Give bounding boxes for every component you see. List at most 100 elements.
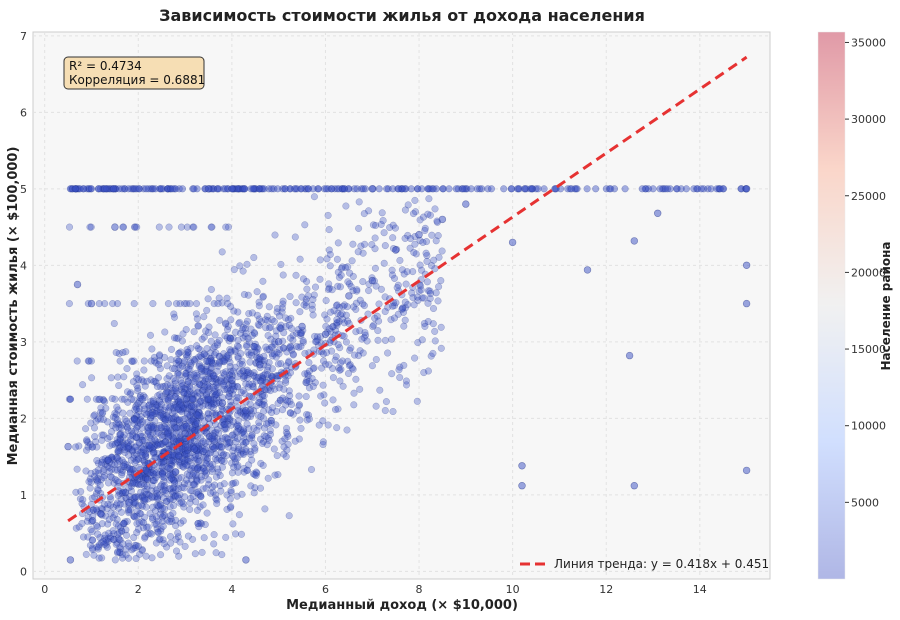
data-point <box>293 407 301 415</box>
data-point <box>76 495 84 503</box>
data-point <box>160 540 168 548</box>
data-point <box>239 267 247 275</box>
data-point <box>138 444 146 452</box>
data-point <box>251 330 259 338</box>
data-point <box>415 231 423 239</box>
data-point <box>347 282 355 291</box>
data-point <box>194 322 202 330</box>
data-point <box>349 272 357 280</box>
data-point <box>265 303 273 311</box>
data-point <box>195 462 203 470</box>
data-point <box>192 375 200 383</box>
data-point <box>227 487 235 495</box>
data-point <box>116 543 124 551</box>
data-point <box>205 449 213 458</box>
data-point <box>140 366 148 374</box>
data-point <box>359 278 367 286</box>
data-point <box>285 387 293 395</box>
data-point <box>284 432 292 440</box>
data-point <box>204 328 213 337</box>
data-point <box>226 346 234 354</box>
data-point <box>350 401 358 409</box>
data-point <box>172 424 180 432</box>
data-point <box>254 345 262 353</box>
data-point <box>130 451 138 459</box>
data-point <box>435 283 443 291</box>
data-point <box>192 300 201 308</box>
data-point <box>126 432 134 440</box>
data-point <box>170 310 178 318</box>
data-point <box>114 455 122 463</box>
data-point <box>742 466 751 475</box>
data-point <box>182 456 190 464</box>
data-point <box>260 392 268 400</box>
data-point <box>661 185 670 193</box>
data-point <box>257 459 265 467</box>
data-point <box>180 484 188 492</box>
data-point <box>64 442 72 451</box>
data-point <box>73 465 81 473</box>
data-point <box>102 541 110 549</box>
data-point <box>199 376 207 384</box>
data-point <box>152 539 160 547</box>
data-point <box>243 369 251 377</box>
data-point <box>630 237 638 245</box>
data-point <box>123 531 131 539</box>
data-point <box>284 397 292 405</box>
data-point <box>242 329 250 337</box>
data-point <box>191 456 199 464</box>
data-point <box>174 529 182 537</box>
data-point <box>191 378 199 386</box>
data-point <box>175 416 183 424</box>
data-point <box>193 315 201 323</box>
data-point <box>252 402 261 410</box>
data-point <box>240 434 248 442</box>
data-point <box>283 446 291 454</box>
data-point <box>207 374 215 383</box>
data-point <box>251 446 259 454</box>
data-point <box>388 370 396 378</box>
data-point <box>110 319 118 328</box>
data-point <box>410 248 418 257</box>
data-point <box>114 522 122 530</box>
data-point <box>65 223 74 231</box>
data-point <box>352 305 360 313</box>
data-point <box>268 350 276 358</box>
data-point <box>267 417 275 425</box>
data-point <box>166 532 175 541</box>
y-tick-label: 0 <box>20 565 27 578</box>
data-point <box>86 223 94 231</box>
data-point <box>114 406 122 414</box>
data-point <box>371 264 379 272</box>
data-point <box>249 185 257 193</box>
data-point <box>119 540 127 548</box>
data-point <box>332 302 341 310</box>
data-point <box>157 506 165 514</box>
data-point <box>87 185 96 193</box>
data-point <box>214 435 222 443</box>
data-point <box>267 335 275 343</box>
data-point <box>253 426 261 434</box>
data-point <box>161 395 169 403</box>
data-point <box>175 416 183 424</box>
data-point <box>195 456 203 464</box>
data-point <box>96 408 104 417</box>
data-point <box>298 322 306 331</box>
data-point <box>154 502 162 510</box>
data-point <box>305 377 313 385</box>
data-point <box>653 209 662 218</box>
data-point <box>107 374 115 382</box>
r2-text: R² = 0.4734 <box>69 59 142 73</box>
data-point <box>259 461 267 469</box>
data-point <box>389 221 397 229</box>
data-point <box>99 395 107 404</box>
data-point <box>126 409 134 417</box>
data-point <box>131 416 139 424</box>
data-point <box>72 488 80 496</box>
data-point <box>179 415 187 423</box>
data-point <box>66 556 75 564</box>
data-point <box>115 504 123 512</box>
data-point <box>132 405 141 413</box>
data-point <box>232 328 240 336</box>
data-point <box>243 342 251 351</box>
